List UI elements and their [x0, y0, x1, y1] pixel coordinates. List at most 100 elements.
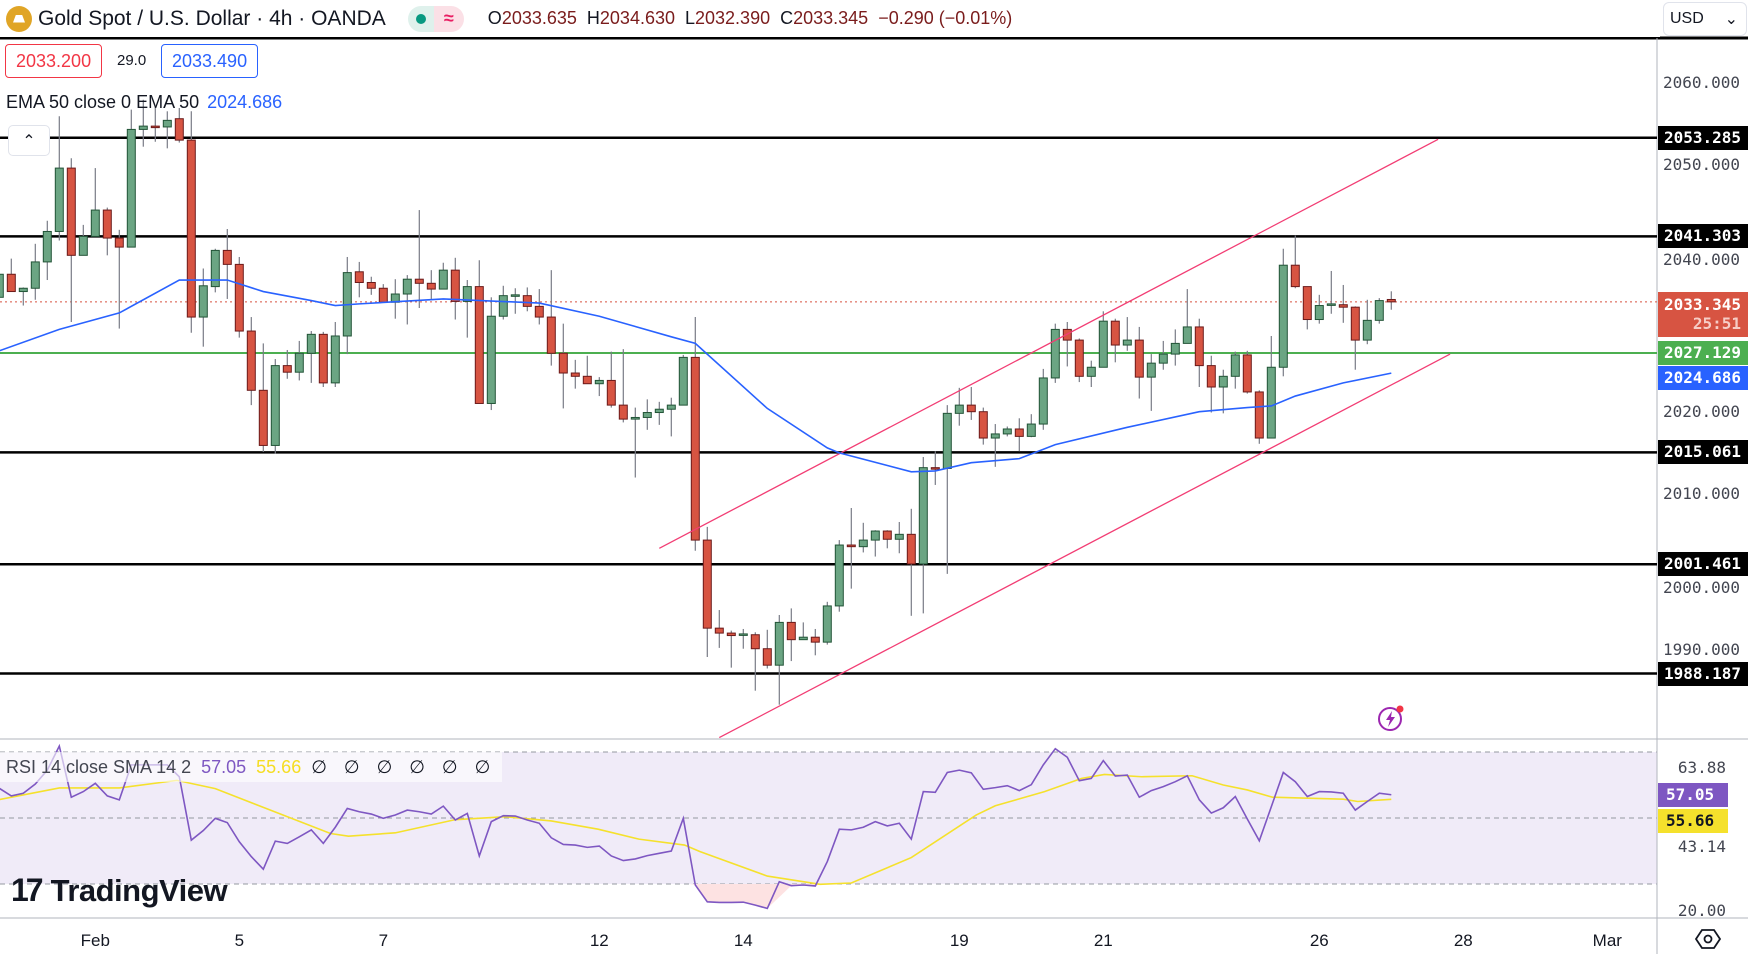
candle-body — [714, 627, 724, 634]
buy-button[interactable]: 2033.490 — [161, 44, 259, 78]
candle — [30, 243, 40, 300]
candle-body — [414, 278, 424, 284]
time-tick-label: 12 — [589, 931, 609, 950]
rsi-legend[interactable]: RSI 14 close SMA 14 2 57.05 55.66 ∅ ∅ ∅ … — [0, 752, 503, 782]
candle-body — [318, 333, 328, 384]
currency-select[interactable]: USD ⌄ — [1663, 2, 1747, 36]
price-tick-label: 2020.000 — [1662, 401, 1740, 421]
candle — [702, 526, 712, 657]
candle-body — [1314, 305, 1324, 321]
candle-body — [1026, 423, 1036, 437]
candle — [798, 622, 808, 641]
candle — [6, 258, 16, 293]
candle — [738, 628, 748, 649]
chart-settings-icon[interactable] — [1695, 928, 1721, 950]
last-price-label: 2033.345 25:51 — [1658, 292, 1748, 337]
candle-body — [594, 379, 604, 385]
candle — [582, 355, 592, 385]
candle-body — [258, 389, 268, 446]
time-tick-label: 19 — [949, 931, 969, 950]
candle — [1170, 329, 1180, 366]
candle — [390, 279, 400, 319]
price-tick-label: 2010.000 — [1662, 484, 1740, 503]
symbol-title[interactable]: Gold Spot / U.S. Dollar · 4h · OANDA — [38, 6, 386, 30]
candle — [810, 628, 820, 656]
ema-legend[interactable]: EMA 50 close 0 EMA 50 2024.686 — [6, 92, 282, 112]
candle — [90, 168, 100, 237]
level-price-label: 2001.461 — [1658, 552, 1748, 577]
candle-body — [402, 278, 412, 295]
candle — [1278, 248, 1288, 377]
channel-lower-line — [718, 353, 1451, 739]
candle — [102, 207, 112, 256]
tradingview-logo[interactable]: 17 TradingView — [11, 872, 228, 908]
candle — [1098, 311, 1108, 368]
candle-body — [930, 467, 940, 470]
candle — [1314, 294, 1324, 324]
candle-body — [666, 404, 676, 410]
candle — [942, 405, 952, 574]
candle-body — [366, 281, 376, 289]
candle-body — [690, 356, 700, 541]
time-tick-label: 28 — [1453, 931, 1473, 950]
candle-body — [774, 621, 784, 666]
candle-body — [858, 539, 868, 548]
rsi-sma-line — [0, 773, 1392, 886]
green-level-label: 2027.129 — [1658, 341, 1748, 366]
candle — [846, 507, 856, 589]
candle-body — [1038, 377, 1048, 425]
candle-body — [198, 285, 208, 318]
candle-body — [834, 544, 844, 607]
status-badge[interactable]: ≈ — [407, 5, 464, 32]
candle — [486, 297, 496, 411]
candle-body — [570, 372, 580, 377]
candle-body — [1206, 365, 1216, 388]
candle — [1074, 338, 1084, 383]
candle — [1026, 414, 1036, 438]
collapse-legend-button[interactable]: ⌃ — [8, 125, 50, 156]
candle-body — [174, 118, 184, 141]
candle — [558, 323, 568, 409]
time-tick-label: 5 — [234, 931, 245, 950]
candle — [966, 387, 976, 420]
candle — [1230, 351, 1240, 389]
symbol-header: Gold Spot / U.S. Dollar · 4h · OANDA ≈ O… — [0, 0, 1660, 37]
candle-body — [1350, 306, 1360, 341]
candle-body — [294, 352, 304, 373]
candle-body — [1194, 326, 1204, 367]
sell-button[interactable]: 2033.200 — [5, 44, 103, 78]
candle-body — [270, 365, 280, 446]
candle — [1386, 291, 1396, 310]
candle-body — [1014, 428, 1024, 437]
candle — [450, 257, 460, 320]
lightning-alert-icon[interactable] — [1377, 704, 1405, 732]
candle-body — [918, 467, 928, 565]
candle — [54, 116, 64, 241]
candle — [1338, 284, 1348, 323]
candle-body — [654, 408, 664, 414]
candle — [642, 399, 652, 430]
price-tick-label: 1990.000 — [1662, 639, 1740, 659]
candle-body — [1374, 300, 1384, 321]
candle-body — [162, 119, 172, 128]
level-price-label: 2041.303 — [1658, 224, 1748, 249]
candle — [1050, 323, 1060, 383]
candle — [1326, 270, 1336, 314]
candle — [210, 248, 220, 293]
candle — [1242, 350, 1252, 394]
candle — [1158, 340, 1168, 370]
candle-body — [582, 375, 592, 385]
rsi-value-label: 57.05 — [1658, 783, 1728, 807]
tradingview-mark-icon: 17 — [11, 872, 44, 908]
candle — [1002, 426, 1012, 437]
candle-body — [726, 632, 736, 637]
candle — [786, 608, 796, 662]
candle-body — [942, 412, 952, 469]
rsi-tick-label: 63.88 — [1677, 758, 1726, 778]
candle — [1038, 368, 1048, 430]
candle-body — [990, 433, 1000, 439]
candle — [534, 289, 544, 325]
price-tick-label: 2050.000 — [1662, 154, 1740, 174]
candle-body — [1302, 286, 1312, 321]
